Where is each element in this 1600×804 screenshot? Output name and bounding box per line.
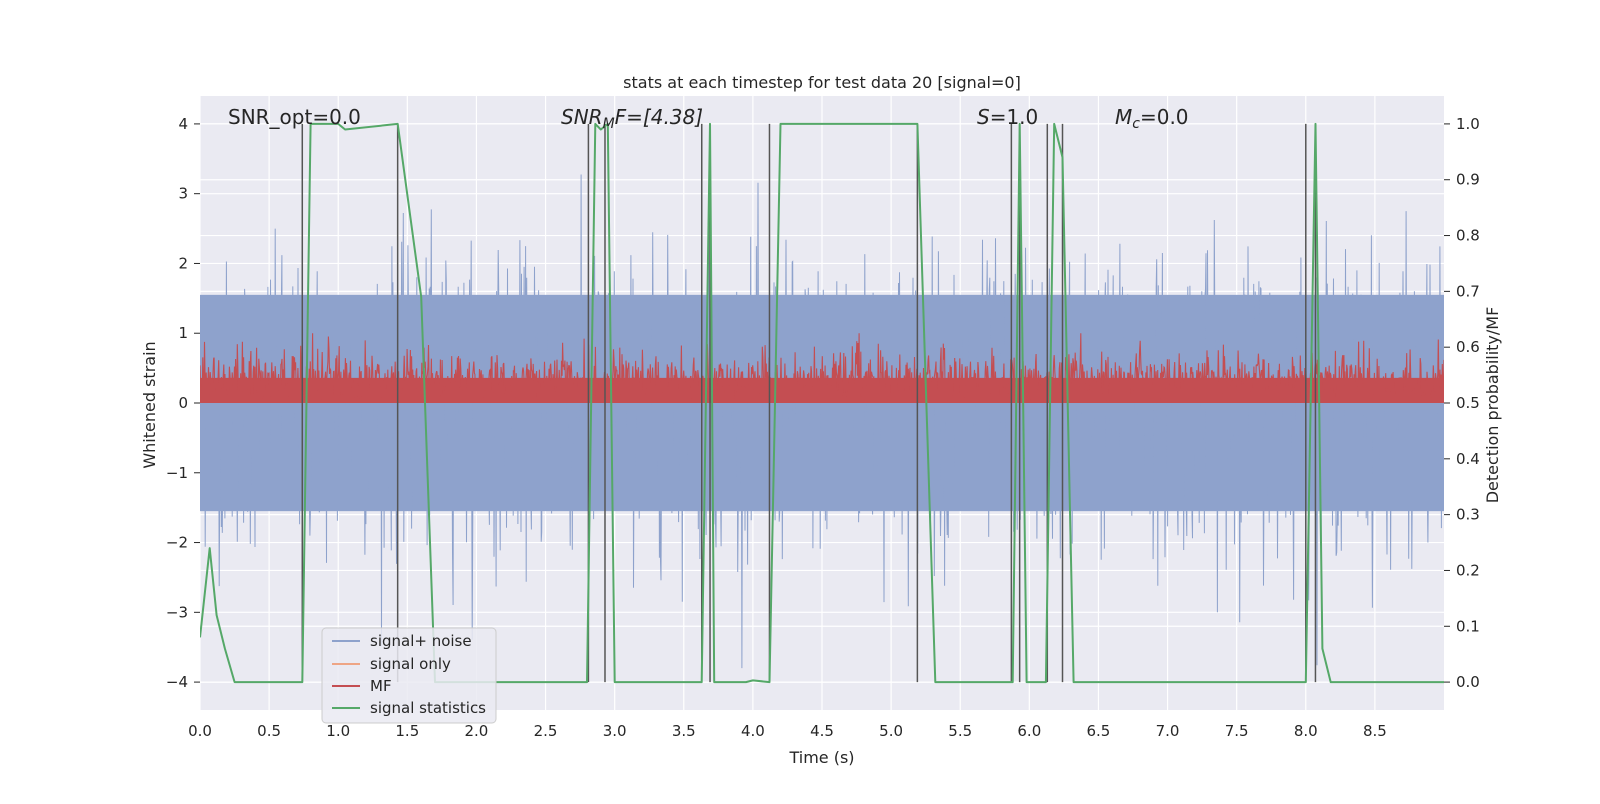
legend: signal+ noise signal only MF signal stat… — [321, 627, 497, 724]
y-tick-label: 3 — [178, 185, 188, 203]
annotation-mc-tail: =0.0 — [1140, 105, 1189, 129]
y2-tick-label: 0.0 — [1456, 673, 1480, 691]
y2-tick-label: 0.7 — [1456, 282, 1480, 300]
x-tick-label: 3.0 — [603, 722, 627, 740]
y-tick-label: −2 — [166, 534, 188, 552]
x-tick-label: 4.5 — [810, 722, 834, 740]
x-tick-label: 1.5 — [395, 722, 419, 740]
annotation-mc-sub: c — [1132, 116, 1140, 132]
y-tick-label: 1 — [178, 324, 188, 342]
x-tick-label: 7.0 — [1156, 722, 1180, 740]
x-tick-label: 1.0 — [326, 722, 350, 740]
x-tick-label: 2.5 — [534, 722, 558, 740]
legend-label-signal-statistics: signal statistics — [370, 699, 486, 717]
y2-tick-label: 0.3 — [1456, 506, 1480, 524]
x-tick-label: 7.5 — [1225, 722, 1249, 740]
y-tick-label: −4 — [166, 673, 188, 691]
x-tick-label: 0.5 — [257, 722, 281, 740]
y2-axis-label: Detection probability/MF — [1483, 307, 1502, 504]
plot-area — [200, 122, 1444, 684]
y2-tick-label: 0.6 — [1456, 338, 1480, 356]
x-tick-label: 5.0 — [879, 722, 903, 740]
x-tick-label: 2.0 — [465, 722, 489, 740]
annotation-snr-mf: SNRMF=[4.38] — [561, 105, 703, 132]
y2-tick-label: 0.9 — [1456, 171, 1480, 189]
y2-tick-label: 0.5 — [1456, 394, 1480, 412]
signal-statistics-series — [200, 122, 1444, 684]
annotation-mc-main: M — [1115, 105, 1132, 129]
y-axis-label: Whitened strain — [140, 341, 159, 468]
annotation-s-main: S — [977, 105, 990, 129]
signal-statistics-line — [200, 122, 1444, 684]
y-axis-ticks: 4 3 2 1 0 −1 −2 −3 −4 — [166, 115, 200, 691]
y2-tick-label: 0.4 — [1456, 450, 1480, 468]
y-tick-label: 0 — [178, 394, 188, 412]
x-tick-label: 4.0 — [741, 722, 765, 740]
x-tick-label: 8.0 — [1294, 722, 1318, 740]
y2-tick-label: 0.1 — [1456, 617, 1480, 635]
x-tick-label: 5.5 — [948, 722, 972, 740]
legend-label-mf: MF — [370, 677, 392, 695]
y2-tick-label: 1.0 — [1456, 115, 1480, 133]
y2-tick-label: 0.8 — [1456, 227, 1480, 245]
chart-title: stats at each timestep for test data 20 … — [623, 73, 1021, 92]
legend-label-signal-only: signal only — [370, 655, 451, 673]
annotation-snr-opt: SNR_opt=0.0 — [228, 105, 361, 129]
y-tick-label: −1 — [166, 464, 188, 482]
mf-series — [200, 333, 1444, 403]
annotation-snr-mf-main: SNR — [561, 105, 603, 129]
y2-axis-ticks: 1.0 0.9 0.8 0.7 0.6 0.5 0.4 0.3 0.2 0.1 0.0 — [1444, 115, 1480, 691]
y-tick-label: 2 — [178, 254, 188, 272]
x-axis-label: Time (s) — [788, 748, 854, 767]
x-tick-label: 6.0 — [1017, 722, 1041, 740]
x-axis-ticks: 0.0 0.5 1.0 1.5 2.0 2.5 3.0 3.5 4.0 4.5 5.0 5.5 6.0 6… — [188, 722, 1387, 740]
annotation-snr-mf-sub: M — [603, 116, 615, 132]
legend-label-signal-noise: signal+ noise — [370, 632, 472, 650]
x-tick-label: 3.5 — [672, 722, 696, 740]
x-tick-label: 0.0 — [188, 722, 212, 740]
annotation-snr-mf-tail: F=[4.38] — [615, 105, 703, 129]
annotation-s: S=1.0 — [977, 105, 1038, 129]
y-tick-label: 4 — [178, 115, 188, 133]
legend-box — [321, 627, 497, 724]
y2-tick-label: 0.2 — [1456, 561, 1480, 579]
annotation-mc: Mc=0.0 — [1115, 105, 1189, 132]
annotation-s-tail: =1.0 — [990, 105, 1039, 129]
mf-line — [200, 333, 1444, 403]
x-tick-label: 6.5 — [1087, 722, 1111, 740]
x-tick-label: 8.5 — [1363, 722, 1387, 740]
y-tick-label: −3 — [166, 603, 188, 621]
